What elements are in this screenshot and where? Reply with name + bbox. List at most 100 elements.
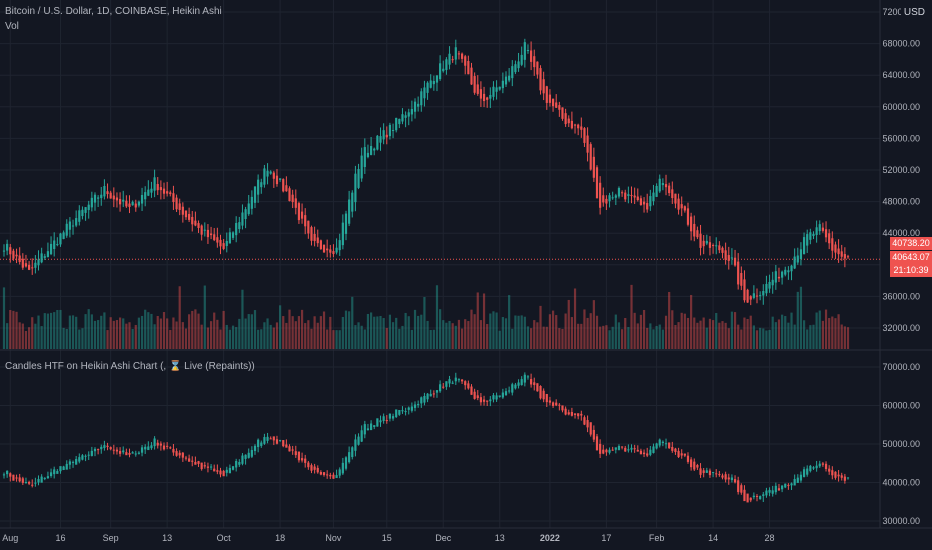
volume-bar: [228, 329, 232, 349]
volume-bar: [489, 313, 492, 349]
indicator-body: [620, 446, 624, 448]
volume-bar: [37, 315, 40, 349]
indicator-body: [46, 476, 50, 479]
indicator-body: [617, 445, 621, 451]
indicator-tick-label: 50000.00: [882, 439, 920, 449]
candle-body: [300, 211, 304, 219]
volume-bar: [498, 330, 501, 349]
volume-bar: [724, 322, 727, 349]
indicator-body: [460, 379, 464, 382]
candle-body: [824, 229, 828, 238]
indicator-body: [796, 477, 799, 483]
volume-bar: [555, 315, 558, 349]
candle-body: [263, 168, 266, 185]
candle-body: [454, 47, 457, 60]
indicator-body: [62, 466, 65, 471]
indicator-body: [228, 467, 232, 474]
indicator-body: [357, 436, 360, 445]
indicator-title[interactable]: Candles HTF on Heikin Ashi Chart (, ⌛ Li…: [5, 361, 255, 372]
indicator-body: [310, 465, 313, 471]
indicator-body: [144, 446, 147, 450]
volume-bar: [646, 327, 649, 349]
volume-bar: [448, 320, 451, 349]
volume-bar: [718, 322, 721, 349]
volume-bar: [501, 317, 504, 349]
indicator-body: [426, 393, 429, 400]
volume-bar: [18, 322, 21, 349]
volume-bar: [595, 315, 599, 349]
indicator-body: [84, 455, 87, 457]
time-tick-label: 15: [382, 533, 392, 543]
indicator-body: [282, 440, 285, 447]
candle-body: [31, 267, 34, 269]
indicator-body: [837, 474, 840, 477]
indicator-body: [476, 395, 479, 399]
candle-body: [410, 109, 413, 115]
volume-legend[interactable]: Vol: [5, 21, 19, 32]
volume-bar: [140, 315, 144, 349]
candle-body: [404, 115, 407, 118]
time-axis[interactable]: Aug 16 Sep 13 Oct 18 Nov 15 Dec 13 2022 17 Feb 14 28: [0, 527, 932, 543]
candle-body: [627, 194, 630, 197]
candle-body: [677, 198, 680, 210]
candle-body: [125, 200, 128, 207]
indicator-body: [802, 469, 806, 477]
volume-bar: [837, 314, 840, 349]
indicator-body: [275, 439, 279, 444]
volume-bar: [106, 330, 109, 349]
volume-bar: [178, 286, 181, 349]
indicator-body: [109, 447, 112, 450]
candle-body: [737, 261, 740, 285]
volume-bar: [730, 311, 734, 349]
candle-body: [272, 172, 275, 179]
volume-bar: [97, 320, 100, 349]
volume-bar: [250, 314, 253, 349]
indicator-body: [40, 476, 43, 483]
volume-bar: [671, 310, 674, 349]
candle-body: [131, 201, 134, 206]
currency-label[interactable]: USD: [900, 6, 928, 19]
candle-body: [109, 192, 112, 199]
volume-bar: [426, 320, 429, 349]
candle-body: [222, 243, 225, 249]
candle-body: [417, 103, 420, 107]
candle-body: [225, 240, 228, 247]
volume-bar: [75, 316, 78, 349]
candle-body: [457, 53, 461, 55]
volume-bar: [655, 325, 658, 349]
indicator-body: [24, 482, 28, 484]
volume-bar: [65, 328, 68, 349]
indicator-body: [580, 413, 583, 416]
volume-bar: [514, 315, 517, 349]
indicator-body: [103, 445, 106, 449]
volume-bar: [824, 309, 828, 349]
indicator-body: [435, 390, 439, 393]
indicator-body: [197, 461, 200, 464]
indicator-body: [137, 452, 141, 454]
indicator-body: [746, 493, 749, 503]
indicator-body: [530, 379, 533, 385]
candle-body: [159, 187, 162, 191]
volume-bar: [558, 328, 561, 349]
candle-body: [285, 185, 288, 192]
volume-bar: [244, 318, 247, 349]
indicator-body: [674, 448, 677, 452]
symbol-title[interactable]: Bitcoin / U.S. Dollar, 1D, COINBASE, Hei…: [5, 6, 222, 17]
candle-body: [508, 75, 511, 81]
candle-body: [219, 239, 222, 247]
candle-body: [360, 155, 363, 179]
volume-bar: [247, 314, 250, 349]
volume-bar: [213, 312, 216, 349]
indicator-body: [501, 392, 504, 398]
time-tick-label: 16: [55, 533, 65, 543]
candle-body: [379, 136, 382, 143]
indicator-body: [523, 374, 526, 383]
indicator-body: [319, 472, 322, 475]
indicator-body: [671, 446, 674, 451]
volume-bar: [602, 325, 605, 349]
indicator-body: [555, 402, 558, 406]
volume-bar: [322, 311, 326, 349]
volume-bar: [511, 328, 514, 349]
candle-body: [492, 86, 495, 97]
